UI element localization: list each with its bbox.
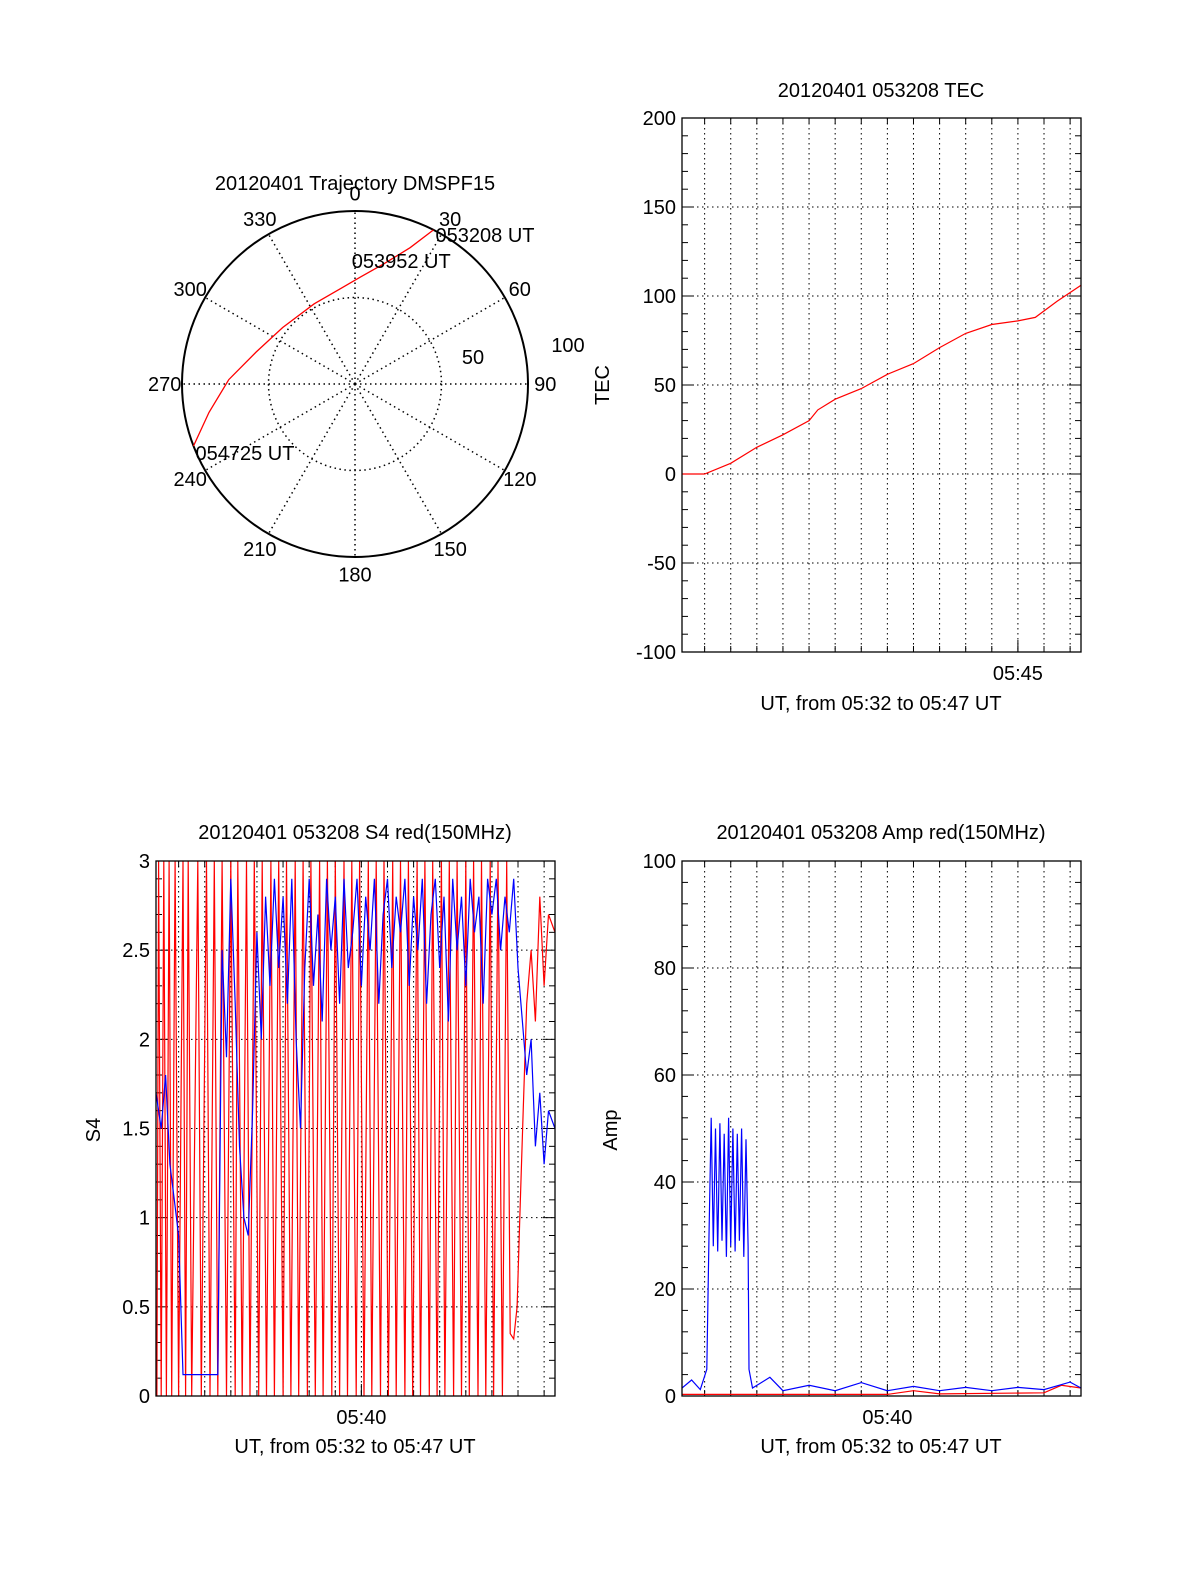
y-tick-label: -50	[647, 553, 676, 575]
y-tick-label: -100	[636, 642, 676, 664]
azimuth-label: 240	[174, 469, 207, 491]
azimuth-label: 30	[439, 209, 461, 231]
azimuth-label: 0	[349, 184, 360, 206]
trajectory-panel: 20120401 Trajectory DMSPF15 0 30 60 90 120 15…	[148, 173, 585, 586]
y-tick-label: 2	[139, 1029, 150, 1051]
tec-title: 20120401 053208 TEC	[778, 80, 984, 102]
trajectory-annotations: 053208 UT 053952 UT 054725 UT	[195, 225, 534, 465]
polar-spoke	[354, 383, 443, 535]
y-tick-label: 40	[654, 1172, 676, 1194]
azimuth-label: 150	[433, 539, 466, 561]
x-tick-label: 05:45	[993, 663, 1043, 685]
y-tick-label: 0	[139, 1386, 150, 1408]
y-tick-label: 80	[654, 958, 676, 980]
y-tick-label: 0.5	[122, 1297, 150, 1319]
polar-spoke	[354, 383, 506, 472]
tec-xlabel: UT, from 05:32 to 05:47 UT	[760, 693, 1001, 715]
azimuth-label: 60	[509, 279, 531, 301]
series-line	[682, 1117, 1081, 1392]
s4-plot-area: 0 0.5 1 1.5 2 2.5 3 05:40	[122, 851, 556, 1429]
radial-label: 100	[551, 335, 584, 357]
polar-azimuth-labels: 0 30 60 90 120 150 180 210 240 270 300 330	[148, 184, 556, 587]
x-tick-label: 05:40	[862, 1407, 912, 1429]
tec-panel: 20120401 053208 TEC TEC UT, from 05:32 t…	[592, 80, 1082, 715]
amp-ylabel: Amp	[600, 1109, 622, 1150]
trajectory-line	[192, 229, 434, 447]
y-tick-label: 0	[665, 464, 676, 486]
trajectory-time-label: 053208 UT	[436, 225, 535, 247]
amp-plot-area: 0 20 40 60 80 100 05:40	[643, 851, 1082, 1429]
polar-grid	[181, 210, 529, 558]
y-tick-label: 3	[139, 851, 150, 873]
series-line	[156, 861, 555, 1396]
s4-title: 20120401 053208 S4 red(150MHz)	[198, 822, 512, 844]
tec-plot-area: -100 -50 0 50 100 150 200 05:45	[636, 108, 1082, 685]
azimuth-label: 90	[534, 374, 556, 396]
series-line	[682, 284, 1081, 475]
polar-spoke	[354, 296, 506, 385]
s4-panel: 20120401 053208 S4 red(150MHz) S4 UT, fr…	[83, 822, 556, 1458]
trajectory-time-label: 054725 UT	[195, 443, 294, 465]
y-tick-label: 100	[643, 286, 676, 308]
y-tick-label: 60	[654, 1065, 676, 1087]
y-tick-label: 0	[665, 1386, 676, 1408]
s4-xlabel: UT, from 05:32 to 05:47 UT	[234, 1436, 475, 1458]
series-line	[156, 878, 555, 1376]
azimuth-label: 330	[243, 209, 276, 231]
polar-outer-circle	[181, 210, 529, 558]
trajectory-time-label: 053952 UT	[352, 251, 451, 273]
y-tick-label: 150	[643, 197, 676, 219]
y-tick-label: 50	[654, 375, 676, 397]
plot-frame	[681, 117, 1082, 653]
s4-ylabel: S4	[83, 1118, 105, 1142]
azimuth-label: 300	[174, 279, 207, 301]
x-tick-label: 05:40	[336, 1407, 386, 1429]
polar-spoke	[267, 233, 356, 385]
y-tick-label: 1.5	[122, 1119, 150, 1141]
plot-frame	[681, 860, 1082, 1397]
polar-spoke	[204, 296, 356, 385]
trajectory-track	[192, 229, 434, 447]
polar-spoke	[204, 383, 356, 472]
y-tick-label: 2.5	[122, 940, 150, 962]
polar-spoke	[267, 383, 356, 535]
amp-title: 20120401 053208 Amp red(150MHz)	[716, 822, 1045, 844]
radial-label: 50	[462, 347, 484, 369]
azimuth-label: 180	[338, 564, 371, 586]
azimuth-label: 120	[503, 469, 536, 491]
azimuth-label: 270	[148, 374, 181, 396]
y-tick-label: 200	[643, 108, 676, 130]
amp-xlabel: UT, from 05:32 to 05:47 UT	[760, 1436, 1001, 1458]
polar-radial-labels: 50 100	[462, 335, 585, 369]
y-tick-label: 100	[643, 851, 676, 873]
polar-spoke	[354, 233, 443, 385]
plot-frame	[155, 860, 556, 1397]
y-tick-label: 20	[654, 1279, 676, 1301]
y-tick-label: 1	[139, 1208, 150, 1230]
azimuth-label: 210	[243, 539, 276, 561]
amp-panel: 20120401 053208 Amp red(150MHz) Amp UT, …	[600, 822, 1082, 1458]
tec-ylabel: TEC	[592, 365, 614, 405]
series-line	[682, 1384, 1081, 1395]
trajectory-title: 20120401 Trajectory DMSPF15	[215, 173, 495, 195]
